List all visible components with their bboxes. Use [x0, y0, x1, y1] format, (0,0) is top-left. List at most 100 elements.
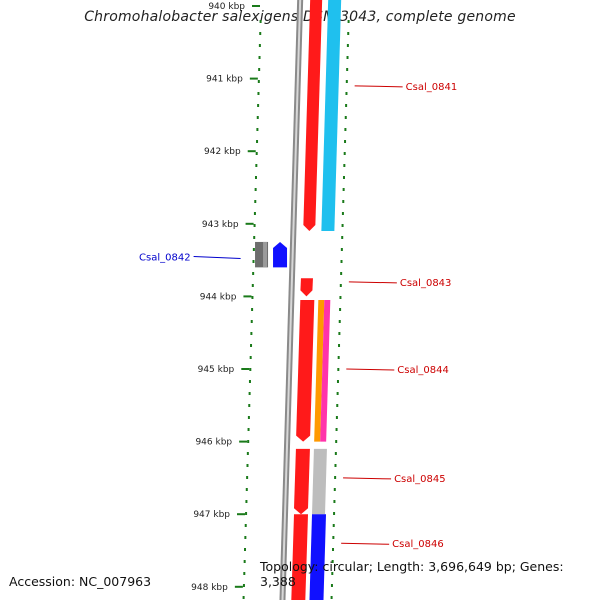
gc-dot [332, 524, 335, 527]
gc-dot [330, 584, 333, 587]
gc-dot [244, 536, 247, 539]
gc-dot [253, 212, 256, 215]
gc-dot [256, 140, 259, 143]
accession-label: Accession: NC_007963 [9, 574, 152, 589]
ruler-tick-label: 944 kbp [200, 292, 237, 302]
gc-dot [248, 392, 251, 395]
gc-dot [334, 476, 337, 479]
gc-dot [331, 572, 334, 575]
gc-dot [341, 236, 344, 239]
gc-dot [248, 380, 251, 383]
gc-dot [335, 428, 338, 431]
gc-dot [250, 344, 253, 347]
ruler-tick-label: 942 kbp [204, 147, 241, 157]
cog-csal-0844-a [314, 300, 325, 442]
kbp-ruler: 940 kbp 941 kbp 942 kbp 943 kbp 944 kbp 945 k… [191, 2, 260, 593]
gc-dot [333, 512, 336, 515]
ruler-tick-label: 947 kbp [193, 510, 230, 520]
gc-dot [345, 80, 348, 83]
cog-csal-0845 [312, 448, 327, 515]
gc-dot [257, 92, 260, 95]
gc-dot [343, 164, 346, 167]
gc-dot [338, 344, 341, 347]
gene-csal-0841 [303, 0, 323, 232]
ruler-tick [234, 585, 243, 588]
gc-dot [247, 440, 250, 443]
gc-dot [331, 560, 334, 563]
cog-csal-0841 [321, 0, 342, 232]
gc-dot [338, 320, 341, 323]
gc-dot [339, 284, 342, 287]
gene-label-csal-0842: Csal_0842 [139, 252, 191, 263]
ruler-tick [243, 295, 252, 298]
ruler-tick [241, 368, 250, 370]
cog-tracks [255, 0, 342, 600]
gc-dot [254, 200, 257, 203]
gc-dot [250, 332, 253, 335]
gc-dot [245, 512, 248, 515]
gc-dot [337, 368, 340, 371]
ruler-tick-label: 943 kbp [202, 220, 239, 230]
gc-dot [345, 104, 348, 107]
gc-dot [249, 356, 252, 359]
gc-dot [258, 56, 261, 59]
gc-dot [246, 464, 249, 467]
gene-csal-0843 [300, 278, 313, 297]
gc-dot [342, 176, 345, 179]
gc-dot [347, 32, 350, 35]
ruler-tick-label: 941 kbp [206, 75, 243, 85]
gene-label-csal-0844: Csal_0844 [397, 365, 449, 376]
gc-dot [249, 368, 252, 371]
gc-dot [247, 428, 250, 431]
gc-dot [254, 176, 257, 179]
backbone [279, 0, 304, 600]
gene-label-csal-0843: Csal_0843 [400, 278, 452, 289]
gc-dot [259, 32, 262, 35]
cog-csal-0842-shade [263, 241, 268, 268]
gc-dot [347, 20, 350, 23]
gc-dot [250, 320, 253, 323]
gc-content-dots [242, 20, 350, 599]
gc-dot [336, 392, 339, 395]
gene-label-csal-0846-leader [341, 542, 390, 545]
gc-dot [342, 188, 345, 191]
cog-csal-0846 [309, 514, 327, 600]
gc-dot [253, 224, 256, 227]
gene-label-csal-0845-leader [343, 477, 392, 480]
gc-dot [341, 212, 344, 215]
gc-dot [333, 488, 336, 491]
gene-label-csal-0845: Csal_0845 [394, 474, 446, 485]
gene-csal-0846 [291, 514, 309, 600]
ruler-tick-label: 945 kbp [198, 365, 235, 375]
gc-dot [336, 380, 339, 383]
ruler-tick [237, 513, 246, 516]
gc-dot [341, 224, 344, 227]
ruler-tick [247, 150, 256, 153]
backbone-highlight [281, 0, 302, 600]
gc-dot [344, 140, 347, 143]
gc-dot [257, 104, 260, 107]
gc-dot [252, 272, 255, 275]
gene-labels: Csal_0841 Csal_0842 Csal_0843 Csal_0844 Csal… [139, 82, 457, 550]
gene-label-csal-0841: Csal_0841 [406, 82, 458, 93]
gc-dot [255, 164, 258, 167]
cds-track [273, 0, 323, 600]
gc-dot [251, 308, 254, 311]
gc-dot [247, 416, 250, 419]
gene-label-csal-0841-leader [354, 85, 403, 88]
gc-dot [343, 152, 346, 155]
gc-dot [258, 68, 261, 71]
gc-dot [254, 188, 257, 191]
gene-label-csal-0846: Csal_0846 [392, 539, 444, 550]
gc-dot [344, 128, 347, 131]
cog-csal-0844-b [320, 300, 331, 442]
gc-dot [245, 488, 248, 491]
gc-dot [253, 236, 256, 239]
ruler-tick-label: 946 kbp [195, 438, 232, 448]
gc-dot [252, 260, 255, 263]
gc-dot [243, 572, 246, 575]
gc-dot [330, 596, 333, 599]
gc-dot [335, 416, 338, 419]
